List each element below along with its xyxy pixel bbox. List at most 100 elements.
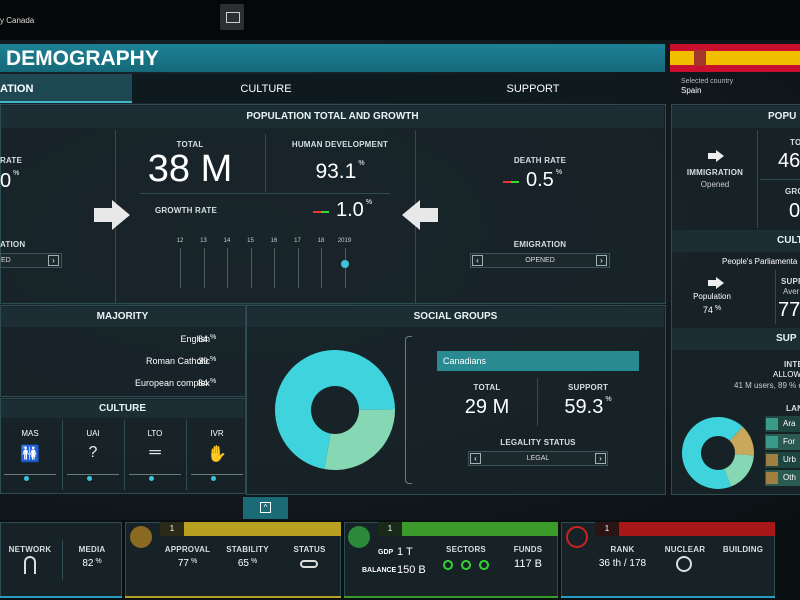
growth-value: 0 — [789, 200, 800, 222]
dimension-icon: 🚻 — [20, 446, 40, 463]
donut-segment — [681, 416, 743, 489]
prev-button[interactable]: ‹ — [470, 453, 481, 464]
arrow-left — [402, 200, 438, 230]
collapse-tab[interactable]: ^ — [243, 497, 288, 519]
majority-row: Roman Catholic 39% — [0, 352, 240, 374]
selected-country-label: Selected country — [681, 78, 734, 85]
internet-label: INTE — [784, 360, 800, 369]
gdp-value: 1 T — [397, 546, 413, 558]
unit: % — [365, 199, 373, 206]
dimension-icon: ═ — [149, 444, 161, 461]
row-value: 39% — [198, 356, 216, 366]
balance-label: BALANCE — [362, 567, 397, 574]
dimension-label: LTO — [147, 429, 163, 438]
tab[interactable]: CULTURE — [240, 83, 292, 95]
prev-button[interactable]: ‹ — [472, 255, 483, 266]
divider — [537, 378, 538, 426]
growth-label: GROWTH RATE — [155, 206, 218, 215]
dimension-marker — [211, 476, 216, 481]
level: 1 — [378, 522, 402, 536]
culture-dimension: MAS 🚻 — [0, 420, 60, 490]
element: ^ — [260, 502, 271, 513]
dimension-label: UAI — [86, 429, 100, 438]
social-donut — [275, 350, 396, 471]
nuclear-icon — [676, 556, 692, 572]
media-value: 82% — [62, 558, 122, 569]
timeline-label: 12 — [176, 238, 184, 244]
next-button[interactable]: › — [595, 453, 606, 464]
timeline-line — [321, 248, 322, 288]
trend-green — [511, 181, 519, 183]
legend-entry: Urb — [765, 452, 800, 468]
value: ED — [1, 257, 11, 264]
legend-label: Oth — [783, 473, 796, 482]
tab[interactable]: SUPPORT — [506, 83, 560, 95]
stability-label: STABILITY — [226, 545, 269, 554]
timeline-line — [274, 248, 275, 288]
divider — [757, 130, 758, 228]
legend-label: Urb — [783, 455, 796, 464]
approval-label: APPROVAL — [164, 545, 211, 554]
majority-row: English 64% — [0, 330, 240, 352]
unit: % — [210, 378, 217, 385]
growth-value: 1.0% — [336, 199, 372, 222]
value: 82 — [82, 558, 94, 569]
panel-title: CULTURE — [1, 400, 244, 418]
group-bar[interactable] — [437, 351, 639, 371]
immigration-select[interactable]: ED — [0, 253, 62, 268]
funds-label: FUNDS — [513, 545, 543, 554]
dimension-label: IVR — [210, 429, 224, 438]
arrow-right — [94, 200, 130, 230]
language-title: LAN — [786, 404, 800, 413]
next-button[interactable]: › — [48, 255, 59, 266]
tab-active[interactable] — [0, 74, 132, 103]
trend-green — [321, 211, 329, 213]
divider — [62, 540, 63, 580]
unit: % — [190, 558, 198, 565]
network-label: NETWORK — [8, 545, 52, 554]
military-icon[interactable] — [566, 526, 588, 548]
stability-value: 65% — [220, 558, 275, 569]
value: 77 — [177, 558, 189, 569]
timeline-line — [227, 248, 228, 288]
total-label: TOTAL — [176, 140, 204, 149]
legality-select[interactable]: LEGAL — [468, 451, 608, 466]
timeline-label: 13 — [200, 238, 207, 244]
culture-dimension: UAI? — [62, 420, 123, 490]
unit: % — [714, 305, 722, 312]
gdp-label: GDP — [378, 549, 394, 556]
legend-icon — [766, 472, 778, 484]
dimension-marker — [87, 476, 92, 481]
network-icon — [24, 556, 36, 574]
growth-label: GRO — [785, 187, 800, 196]
chat-icon[interactable] — [220, 4, 244, 30]
emigration-label: EMIGRATION — [513, 240, 567, 249]
unit: % — [358, 160, 365, 167]
economy-icon[interactable] — [348, 526, 370, 548]
legend-entry: For — [765, 434, 800, 450]
meter — [125, 596, 341, 598]
tab[interactable]: ATION — [0, 83, 34, 95]
timeline-line — [180, 248, 181, 288]
timeline-label: 14 — [223, 238, 231, 244]
users: 41 M users, 89 % o — [734, 381, 800, 390]
politics-icon[interactable] — [130, 526, 152, 548]
culture-dimension: IVR ✋ — [186, 420, 247, 490]
dimension-scale — [129, 474, 181, 475]
timeline-line — [344, 248, 346, 288]
timeline: 12 13 14 15 16 17 18 2019 — [177, 238, 380, 298]
unit: % — [95, 558, 102, 565]
flag — [670, 44, 800, 72]
divider — [140, 193, 390, 194]
value: 65 — [237, 558, 249, 569]
value: 1.0 — [336, 199, 364, 221]
emigration-select[interactable]: OPENED — [470, 253, 610, 268]
arrow-icon — [708, 150, 724, 162]
approval-value: 77% — [160, 558, 215, 569]
legend-label: Ara — [783, 419, 796, 428]
next-button[interactable]: › — [596, 255, 607, 266]
legend-label: For — [783, 437, 795, 446]
sector-icons — [442, 559, 490, 571]
timeline-line — [297, 248, 299, 288]
dimension-scale — [67, 474, 119, 475]
